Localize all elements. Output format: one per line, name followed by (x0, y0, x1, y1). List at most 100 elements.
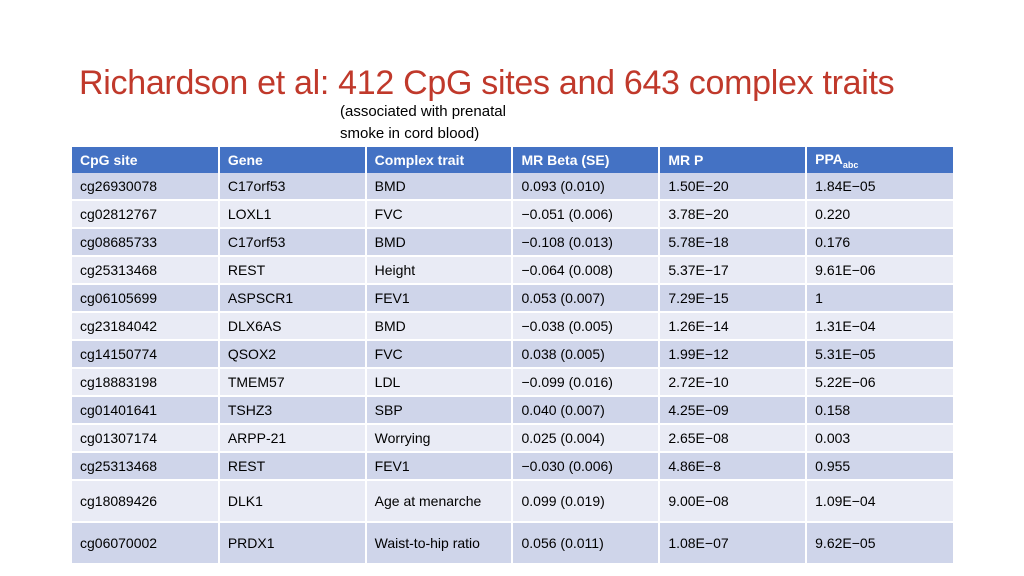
cell-cpg-site: cg02812767 (72, 200, 219, 228)
cell-complex-trait: Waist-to-hip ratio (366, 522, 513, 564)
cell-cpg-site: cg06105699 (72, 284, 219, 312)
cell-gene: C17orf53 (219, 173, 366, 200)
table-row: cg18883198 TMEM57 LDL −0.099 (0.016) 2.72E−1… (72, 368, 953, 396)
cell-gene: PRDX1 (219, 522, 366, 564)
table-row: cg08685733 C17orf53 BMD −0.108 (0.013) 5.78E… (72, 228, 953, 256)
cell-mr-beta: 0.038 (0.005) (512, 340, 659, 368)
cell-cpg-site: cg06070002 (72, 522, 219, 564)
cell-ppa: 0.220 (806, 200, 953, 228)
cell-cpg-site: cg08685733 (72, 228, 219, 256)
table-body: cg26930078 C17orf53 BMD 0.093 (0.010) 1.50E−… (72, 173, 953, 564)
cell-gene: ASPSCR1 (219, 284, 366, 312)
cell-cpg-site: cg23184042 (72, 312, 219, 340)
slide-title: Richardson et al: 412 CpG sites and 643 … (79, 64, 894, 103)
cell-ppa: 9.62E−05 (806, 522, 953, 564)
header-ppa-label: PPA (815, 151, 843, 167)
cell-mr-p: 5.37E−17 (659, 256, 806, 284)
cell-mr-beta: 0.040 (0.007) (512, 396, 659, 424)
cell-cpg-site: cg18883198 (72, 368, 219, 396)
cell-gene: QSOX2 (219, 340, 366, 368)
cell-mr-beta: 0.025 (0.004) (512, 424, 659, 452)
cell-gene: DLX6AS (219, 312, 366, 340)
cell-mr-beta: 0.099 (0.019) (512, 480, 659, 522)
table-row: cg14150774 QSOX2 FVC 0.038 (0.005) 1.99E−12 5… (72, 340, 953, 368)
cell-mr-beta: −0.099 (0.016) (512, 368, 659, 396)
table-row: cg06105699 ASPSCR1 FEV1 0.053 (0.007) 7.29E−… (72, 284, 953, 312)
table-row: cg06070002 PRDX1 Waist-to-hip ratio 0.056 (… (72, 522, 953, 564)
cell-gene: REST (219, 256, 366, 284)
cell-ppa: 1.09E−04 (806, 480, 953, 522)
cell-ppa: 1 (806, 284, 953, 312)
cell-mr-beta: −0.064 (0.008) (512, 256, 659, 284)
cell-mr-p: 3.78E−20 (659, 200, 806, 228)
cell-gene: LOXL1 (219, 200, 366, 228)
cell-ppa: 1.31E−04 (806, 312, 953, 340)
cell-cpg-site: cg25313468 (72, 256, 219, 284)
cell-ppa: 5.31E−05 (806, 340, 953, 368)
cell-mr-p: 1.50E−20 (659, 173, 806, 200)
cell-gene: TSHZ3 (219, 396, 366, 424)
cell-ppa: 1.84E−05 (806, 173, 953, 200)
cell-mr-p: 9.00E−08 (659, 480, 806, 522)
cell-cpg-site: cg25313468 (72, 452, 219, 480)
table-row: cg25313468 REST Height −0.064 (0.008) 5.37E−… (72, 256, 953, 284)
cell-mr-p: 4.25E−09 (659, 396, 806, 424)
header-cpg-site: CpG site (72, 147, 219, 173)
cell-ppa: 9.61E−06 (806, 256, 953, 284)
cell-mr-beta: −0.051 (0.006) (512, 200, 659, 228)
table-row: cg01401641 TSHZ3 SBP 0.040 (0.007) 4.25E−09 0… (72, 396, 953, 424)
cell-complex-trait: Worrying (366, 424, 513, 452)
cell-gene: REST (219, 452, 366, 480)
cell-mr-beta: −0.108 (0.013) (512, 228, 659, 256)
cell-complex-trait: BMD (366, 173, 513, 200)
cell-mr-p: 1.08E−07 (659, 522, 806, 564)
cell-ppa: 0.158 (806, 396, 953, 424)
cell-gene: TMEM57 (219, 368, 366, 396)
slide-subtitle: (associated with prenatal smoke in cord … (340, 101, 560, 145)
cell-ppa: 5.22E−06 (806, 368, 953, 396)
subtitle-line-2: smoke in cord blood) (340, 123, 560, 145)
header-mr-beta: MR Beta (SE) (512, 147, 659, 173)
cell-mr-p: 2.72E−10 (659, 368, 806, 396)
table-header-row: CpG site Gene Complex trait MR Beta (SE)… (72, 147, 953, 173)
table-row: cg18089426 DLK1 Age at menarche 0.099 (0.01… (72, 480, 953, 522)
cell-cpg-site: cg01401641 (72, 396, 219, 424)
cell-complex-trait: LDL (366, 368, 513, 396)
results-table: CpG site Gene Complex trait MR Beta (SE)… (72, 147, 953, 565)
cell-cpg-site: cg26930078 (72, 173, 219, 200)
cell-mr-p: 2.65E−08 (659, 424, 806, 452)
header-complex-trait: Complex trait (366, 147, 513, 173)
cell-cpg-site: cg14150774 (72, 340, 219, 368)
cell-cpg-site: cg18089426 (72, 480, 219, 522)
cell-mr-p: 7.29E−15 (659, 284, 806, 312)
table-row: cg02812767 LOXL1 FVC −0.051 (0.006) 3.78E−20… (72, 200, 953, 228)
cell-ppa: 0.176 (806, 228, 953, 256)
cell-mr-p: 4.86E−8 (659, 452, 806, 480)
cell-gene: ARPP-21 (219, 424, 366, 452)
table-row: cg25313468 REST FEV1 −0.030 (0.006) 4.86E−8 0… (72, 452, 953, 480)
header-gene: Gene (219, 147, 366, 173)
cell-mr-beta: 0.056 (0.011) (512, 522, 659, 564)
cell-mr-p: 1.26E−14 (659, 312, 806, 340)
cell-mr-p: 5.78E−18 (659, 228, 806, 256)
cell-mr-beta: −0.030 (0.006) (512, 452, 659, 480)
cell-complex-trait: FVC (366, 200, 513, 228)
header-ppa-subscript: abc (843, 159, 859, 169)
cell-complex-trait: FVC (366, 340, 513, 368)
cell-complex-trait: SBP (366, 396, 513, 424)
header-ppa: PPAabc (806, 147, 953, 173)
cell-mr-p: 1.99E−12 (659, 340, 806, 368)
header-mr-p: MR P (659, 147, 806, 173)
cell-complex-trait: BMD (366, 312, 513, 340)
cell-complex-trait: FEV1 (366, 452, 513, 480)
cell-mr-beta: −0.038 (0.005) (512, 312, 659, 340)
cell-mr-beta: 0.053 (0.007) (512, 284, 659, 312)
cell-gene: C17orf53 (219, 228, 366, 256)
cell-complex-trait: BMD (366, 228, 513, 256)
cell-complex-trait: Age at menarche (366, 480, 513, 522)
cell-cpg-site: cg01307174 (72, 424, 219, 452)
subtitle-line-1: (associated with prenatal (340, 101, 560, 123)
cell-ppa: 0.955 (806, 452, 953, 480)
cell-ppa: 0.003 (806, 424, 953, 452)
cell-complex-trait: FEV1 (366, 284, 513, 312)
